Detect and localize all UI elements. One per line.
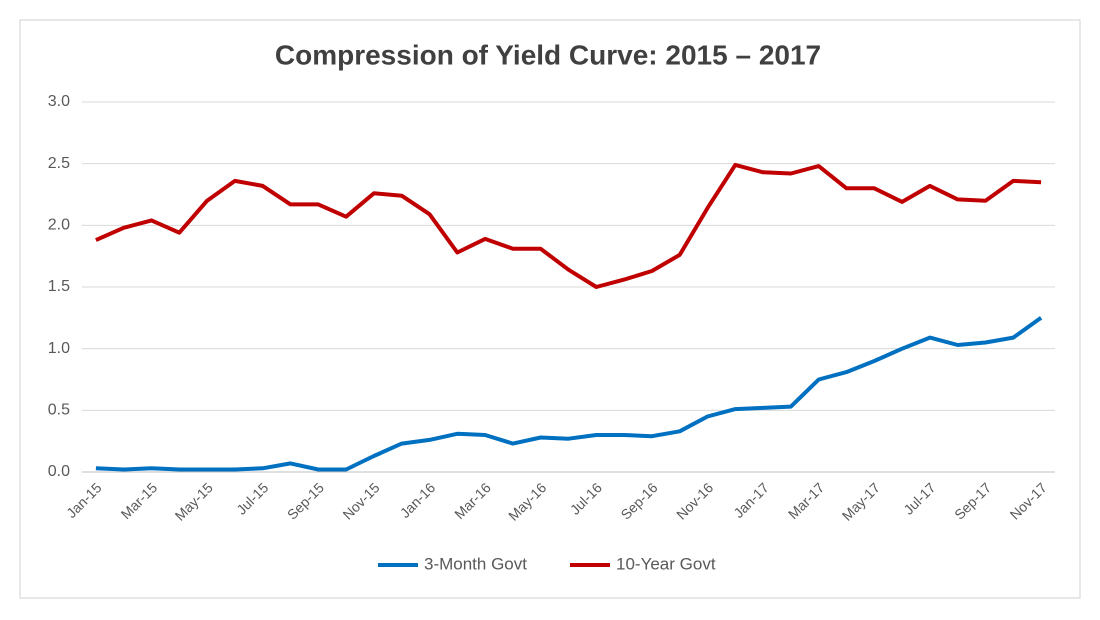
chart-frame [19, 19, 1081, 599]
y-tick-label: 0.0 [48, 463, 70, 480]
chart-title: Compression of Yield Curve: 2015 – 2017 [275, 39, 821, 70]
series-line [95, 316, 1043, 472]
legend-label: 10-Year Govt [616, 554, 716, 573]
y-tick-label: 3.0 [48, 93, 70, 110]
y-tick-label: 2.0 [48, 217, 70, 234]
y-tick-label: 1.5 [48, 278, 70, 295]
series-line [95, 162, 1042, 289]
legend-label: 3-Month Govt [424, 554, 527, 573]
y-tick-label: 1.0 [48, 340, 70, 357]
y-tick-label: 2.5 [48, 155, 70, 172]
y-tick-label: 0.5 [48, 402, 70, 419]
